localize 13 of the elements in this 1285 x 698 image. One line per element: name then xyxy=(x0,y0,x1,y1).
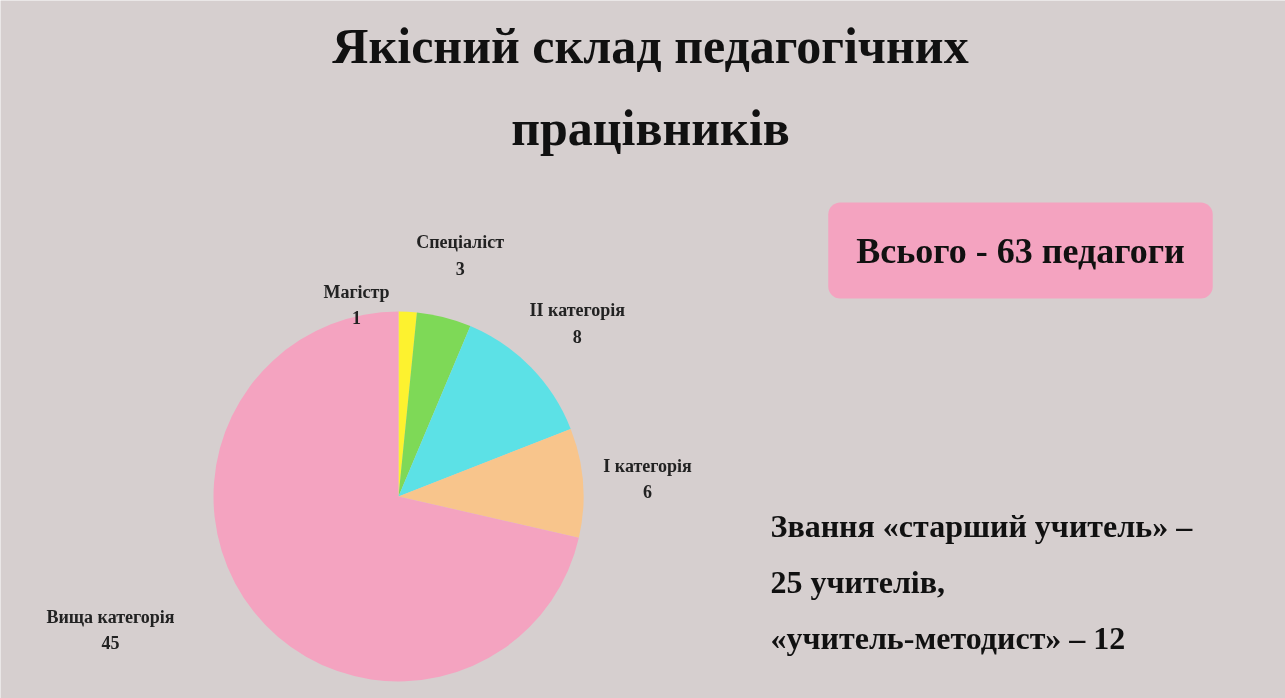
slice-label: I категорія xyxy=(603,455,693,476)
slice-label: Магістр xyxy=(323,281,390,302)
slice-label: II категорія xyxy=(529,300,626,321)
data-label: 1 xyxy=(352,308,361,328)
text: Всього - 63 педагоги xyxy=(856,230,1185,271)
text: Звання «старший учитель» – 25 учителів, «учитель-методист» – 12 xyxy=(770,507,1194,656)
slice-label: Спеціаліст xyxy=(416,232,505,253)
slice-label: Вища категорія xyxy=(46,606,175,627)
data-label: 6 xyxy=(643,482,653,503)
data-label: 45 xyxy=(101,633,120,653)
chart-title: Якісний склад педагогічних працівників xyxy=(332,17,969,156)
data-label: 3 xyxy=(455,258,465,279)
data-label: 8 xyxy=(572,326,582,347)
